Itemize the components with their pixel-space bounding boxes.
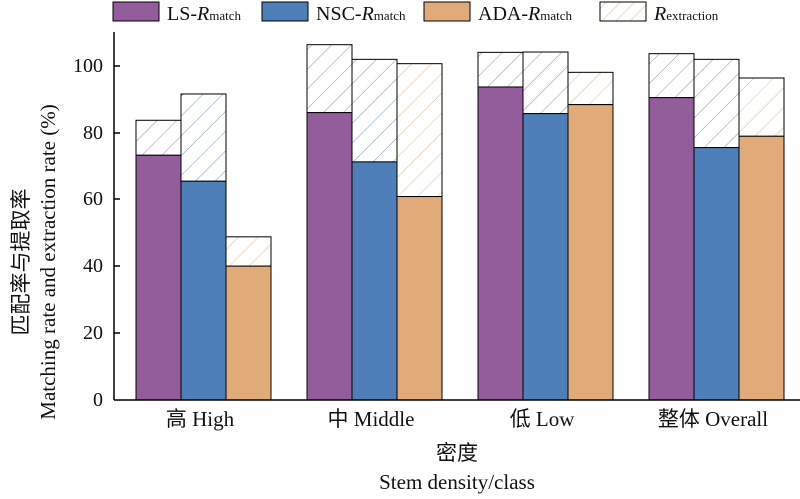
y-tick-labels: 0 20 40 60 80 100 <box>73 55 103 411</box>
x-tick-label-overall: 整体 Overall <box>658 407 768 431</box>
x-tick-label-high: 高 High <box>166 407 235 431</box>
bar-match-ls <box>477 86 524 401</box>
legend-swatch-ada <box>423 1 471 22</box>
legend-label-ls: LS-Rmatch <box>167 3 241 25</box>
bar-extraction-ls <box>648 53 695 99</box>
y-tick-label: 0 <box>93 389 103 411</box>
x-tick-label-low: 低 Low <box>510 407 576 431</box>
bar-match-ls <box>648 97 695 401</box>
legend-swatch-extraction <box>599 1 647 22</box>
legend-swatch-nsc <box>261 1 309 22</box>
bar-match-ada <box>567 104 614 401</box>
bar-match-ls <box>306 112 353 401</box>
y-tick-label: 60 <box>83 188 103 210</box>
bar-extraction-ada <box>225 236 272 267</box>
x-tick-labels: 高 High 中 Middle 低 Low 整体 Overall <box>166 407 768 431</box>
bar-match-nsc <box>693 147 740 401</box>
bar-extraction-ada <box>567 71 614 106</box>
legend-item-ls: LS-Rmatch <box>112 1 241 25</box>
bar-extraction-nsc <box>180 93 227 182</box>
axes <box>113 32 800 401</box>
y-axis-title: 匹配率与提取率 Matching rate and extraction rat… <box>9 104 60 419</box>
bar-extraction-nsc <box>693 58 740 149</box>
bars <box>135 44 785 401</box>
bar-extraction-nsc <box>351 58 398 163</box>
y-tick-label: 100 <box>73 55 103 77</box>
legend-label-nsc: NSC-Rmatch <box>316 3 406 25</box>
bar-match-ls <box>135 154 182 401</box>
bar-match-nsc <box>351 161 398 401</box>
bar-extraction-ls <box>477 51 524 88</box>
y-tick-label: 20 <box>83 322 103 344</box>
x-axis-title-en: Stem density/class <box>379 470 535 494</box>
legend-item-nsc: NSC-Rmatch <box>261 1 406 25</box>
legend-swatch-ls <box>112 1 160 22</box>
x-tick-label-middle: 中 Middle <box>328 407 415 431</box>
legend-item-extraction: Rextraction <box>599 1 719 25</box>
bar-match-ada <box>396 196 443 401</box>
bar-match-nsc <box>180 180 227 401</box>
bar-extraction-nsc <box>522 51 569 115</box>
bar-match-ada <box>738 135 785 401</box>
bar-match-ada <box>225 265 272 401</box>
x-axis-title-cn: 密度 <box>436 441 478 465</box>
bar-extraction-ada <box>738 77 785 137</box>
legend-label-ada: ADA-Rmatch <box>478 3 572 25</box>
legend-item-ada: ADA-Rmatch <box>423 1 572 25</box>
y-tick-label: 80 <box>83 122 103 144</box>
bar-match-nsc <box>522 113 569 401</box>
legend-label-extraction: Rextraction <box>653 3 719 25</box>
bar-extraction-ls <box>306 44 353 114</box>
y-axis-title-cn: 匹配率与提取率 <box>9 189 33 336</box>
bar-extraction-ada <box>396 63 443 198</box>
y-axis-title-en: Matching rate and extraction rate (%) <box>36 104 60 419</box>
y-tick-label: 40 <box>83 255 103 277</box>
bar-extraction-ls <box>135 119 182 156</box>
legend: LS-Rmatch NSC-Rmatch ADA-Rmatch Rextract… <box>112 1 719 25</box>
